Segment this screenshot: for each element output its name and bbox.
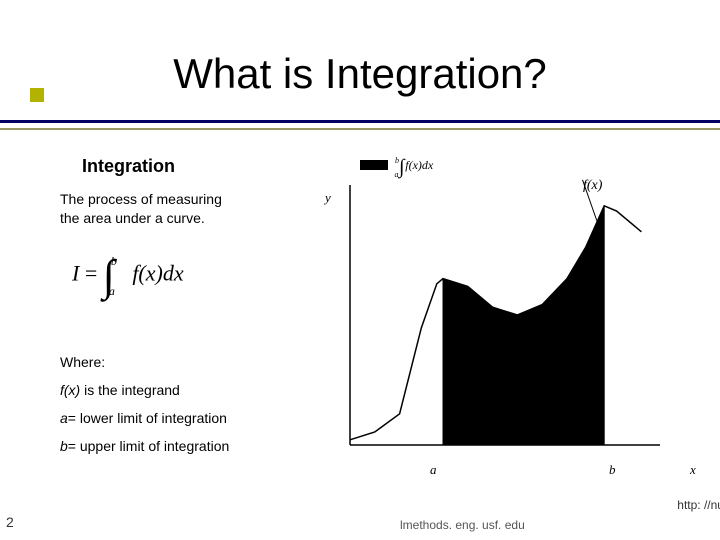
formula-upper-limit: b	[111, 254, 117, 268]
title-underline-secondary	[0, 128, 720, 130]
where-label: Where:	[60, 354, 229, 370]
formula-integrand: f(x)dx	[132, 261, 183, 286]
formula-lhs: I	[72, 261, 79, 286]
where-item: f(x) is the integrand	[60, 382, 229, 398]
legend-integrand: f(x)dx	[405, 158, 433, 172]
formula-lower-limit: a	[109, 284, 115, 298]
where-item: b= upper limit of integration	[60, 438, 229, 454]
formula-eq: =	[85, 261, 97, 286]
body-line-2: the area under a curve.	[60, 210, 205, 226]
title-underline-primary	[0, 120, 720, 123]
integral-formula: I = ∫ba f(x)dx	[72, 258, 184, 293]
footer-url: http: //numerica	[677, 498, 720, 512]
body-text: The process of measuring the area under …	[60, 190, 290, 228]
where-item-text: = upper limit of integration	[68, 438, 229, 454]
subheading: Integration	[82, 156, 175, 177]
title-bullet-icon	[30, 88, 44, 102]
legend-integral: b∫a f(x)dx	[395, 152, 439, 175]
integration-chart	[340, 175, 670, 465]
where-block: Where: f(x) is the integrand a= lower li…	[60, 354, 229, 466]
where-item: a= lower limit of integration	[60, 410, 229, 426]
chart-x-axis-label: x	[690, 462, 696, 478]
body-line-1: The process of measuring	[60, 191, 222, 207]
where-item-symbol: b	[60, 438, 68, 454]
where-item-text: = lower limit of integration	[68, 410, 227, 426]
where-item-symbol: f(x)	[60, 382, 80, 398]
title-block: What is Integration?	[0, 50, 720, 98]
slide: What is Integration? Integration The pro…	[0, 0, 720, 540]
page-number: 2	[6, 514, 14, 530]
where-item-text: is the integrand	[80, 382, 180, 398]
slide-title: What is Integration?	[0, 50, 720, 98]
chart-svg	[340, 175, 670, 455]
where-item-symbol: a	[60, 410, 68, 426]
footer-domain: lmethods. eng. usf. edu	[400, 518, 525, 532]
chart-y-axis-label: y	[325, 190, 331, 206]
legend-swatch-icon	[360, 160, 388, 170]
